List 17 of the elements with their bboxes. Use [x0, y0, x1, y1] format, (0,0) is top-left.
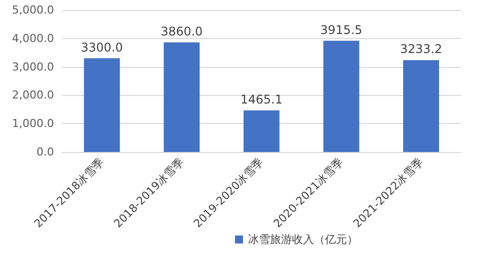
text: 1465.1 [240, 92, 282, 106]
bar [244, 110, 280, 152]
bar [164, 42, 200, 152]
text: 3300.0 [80, 40, 123, 54]
bar [84, 58, 120, 152]
y-tick-label: 4,000.0 [12, 32, 54, 45]
text: 3915.5 [320, 22, 362, 37]
y-tick-label: 0.0 [36, 146, 54, 158]
legend-label: 冰雪旅游收入（亿元） [248, 233, 358, 246]
text: 3860.0 [160, 24, 203, 38]
bar [323, 40, 360, 152]
bar [403, 60, 440, 152]
y-tick-label: 1,000.0 [12, 117, 54, 130]
text: 3233.2 [400, 42, 442, 56]
y-tick-label: 3,000.0 [12, 60, 54, 74]
y-tick-label: 5,000.0 [12, 4, 54, 16]
y-tick-label: 2,000.0 [12, 88, 54, 102]
